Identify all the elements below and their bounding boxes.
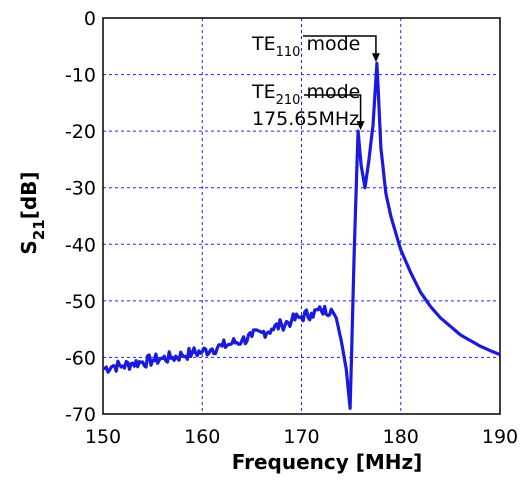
x-tick-label: 160 — [184, 426, 220, 448]
y-tick-label: -70 — [65, 404, 96, 426]
axis-ticks: 150 160 170 180 190 0 -10 -20 -30 -40 -50 -60 -70 — [65, 8, 518, 448]
x-tick-label: 180 — [383, 426, 419, 448]
y-tick-label: -10 — [65, 65, 96, 87]
svg-text:S21[dB]: S21[dB] — [17, 171, 48, 254]
y-axis-title: S21[dB] — [17, 171, 48, 254]
grid — [103, 18, 500, 414]
annotation-label: TE110 mode — [251, 33, 360, 60]
annotation-leader — [304, 94, 362, 123]
annotation-label-rest: mode — [300, 81, 360, 103]
annotation-label: TE210 mode — [251, 81, 360, 108]
x-tick-label: 190 — [482, 426, 518, 448]
annotation-leader — [303, 35, 377, 55]
y-tick-label: -60 — [65, 347, 96, 369]
y-tick-label: -40 — [65, 234, 96, 256]
y-axis-title-unit: [dB] — [17, 171, 41, 219]
series-line — [102, 61, 501, 410]
y-tick-label: -30 — [65, 178, 96, 200]
annotation-label-sub: 210 — [276, 93, 301, 108]
y-tick-label: -20 — [65, 121, 96, 143]
annotation-label-rest: mode — [300, 33, 360, 55]
annotation-label-sub: 110 — [276, 45, 301, 60]
x-tick-label: 150 — [85, 426, 121, 448]
annotation-frequency: 175.65MHz — [252, 108, 359, 130]
plot-frame — [102, 17, 501, 415]
y-axis-title-sub: 21 — [30, 219, 48, 240]
annotation-label-base: TE — [251, 33, 276, 55]
annotation-arrowhead — [371, 53, 380, 63]
y-tick-label: -50 — [65, 291, 96, 313]
y-axis-title-main: S — [17, 240, 41, 254]
x-tick-label: 170 — [283, 426, 319, 448]
annotation-arrowhead — [356, 121, 365, 131]
x-axis-title: Frequency [MHz] — [232, 450, 423, 474]
annotation-label-base: TE — [251, 81, 276, 103]
y-tick-label: 0 — [84, 8, 96, 30]
